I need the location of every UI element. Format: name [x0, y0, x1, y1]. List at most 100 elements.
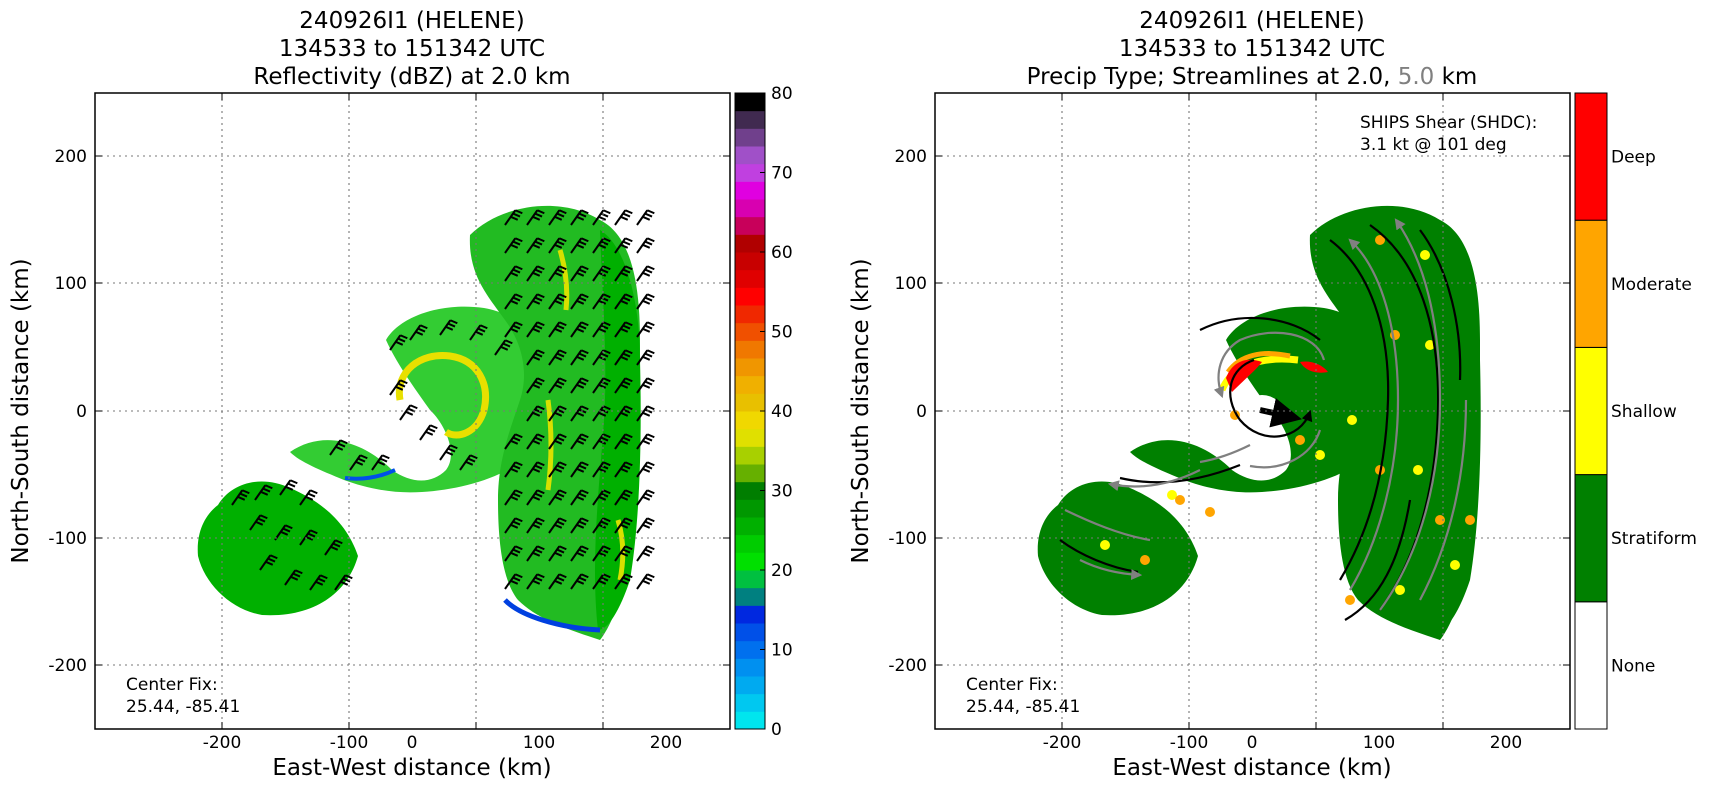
wind-barb-feather	[642, 411, 651, 417]
wind-barb-feather	[292, 572, 301, 578]
wind-barb-feather	[257, 517, 266, 523]
wind-barb-feather	[642, 495, 651, 501]
wind-barb-feather	[514, 265, 523, 271]
wind-barb-feather	[512, 576, 521, 582]
wind-barb-feather	[598, 215, 607, 221]
colorbar-swatch	[735, 693, 765, 712]
wind-barb-feather	[576, 355, 585, 361]
colorbar-swatch	[735, 163, 765, 182]
wind-barb-feather	[554, 215, 563, 221]
wind-barb-feather	[536, 405, 545, 411]
wind-barb-feather	[267, 557, 276, 563]
wind-barb-feather	[602, 405, 611, 411]
wind-barb-feather	[576, 327, 585, 333]
wind-barb-feather	[510, 523, 519, 529]
wind-barb-feather	[620, 579, 629, 585]
wind-barb-feather	[624, 461, 633, 467]
wind-barb-feather	[417, 327, 426, 333]
colorbar-swatch	[735, 322, 765, 341]
wind-barb-feather	[624, 293, 633, 299]
wind-barb-feather	[309, 489, 318, 495]
wind-barb-feather	[534, 380, 543, 386]
wind-barb-feather	[622, 240, 631, 246]
wind-barb-feather	[467, 457, 476, 463]
right-xtick-label: 100	[1363, 733, 1395, 753]
convective-cell	[1425, 340, 1435, 350]
convective-cell	[1413, 465, 1423, 475]
right-xtick-label: 0	[1247, 733, 1258, 753]
wind-barb-feather	[415, 330, 424, 336]
wind-barb-feather	[598, 271, 607, 277]
left-center-fix-label: Center Fix:	[126, 675, 218, 695]
wind-barb-feather	[342, 577, 351, 583]
colorbar-swatch	[735, 411, 765, 430]
right-tick-marks	[935, 93, 1570, 729]
left-ytick-label: 200	[55, 147, 87, 167]
wind-barb-feather	[602, 265, 611, 271]
wind-barb-feather	[600, 212, 609, 218]
wind-barb-feather	[580, 405, 589, 411]
wind-barb-feather	[602, 545, 611, 551]
wind-barb-feather	[445, 450, 454, 456]
wind-barb-feather	[646, 489, 655, 495]
wind-barb-feather	[556, 324, 565, 330]
precip-type-label-none: None	[1611, 656, 1655, 676]
wind-barb-feather	[554, 467, 563, 473]
colorbar-tick-label: 0	[771, 720, 782, 740]
convective-cell	[1395, 585, 1405, 595]
streamline-black	[1329, 239, 1390, 581]
left-grid	[95, 93, 730, 729]
wind-barb-feather	[419, 324, 428, 330]
wind-barb-feather	[622, 436, 631, 442]
wind-barb-feather	[510, 551, 519, 557]
wind-barb-feather	[512, 520, 521, 526]
wind-barb-feather	[554, 355, 563, 361]
wind-barb-feather	[532, 467, 541, 473]
left-wind-barbs	[231, 209, 655, 591]
wind-barb-feather	[512, 548, 521, 554]
convective-cell	[1375, 235, 1385, 245]
wind-barb-feather	[269, 554, 278, 560]
right-grid	[935, 93, 1570, 729]
wind-barb-feather	[536, 433, 545, 439]
left-x-axis-label: East-West distance (km)	[272, 755, 551, 781]
wind-barb-feather	[305, 535, 314, 541]
wind-barb-feather	[510, 215, 519, 221]
wind-barb-feather	[558, 237, 567, 243]
wind-barb-feather	[510, 579, 519, 585]
wind-barb-feather	[510, 495, 519, 501]
convective-cell	[1435, 515, 1445, 525]
wind-barb-feather	[532, 271, 541, 277]
left-ytick-label: -200	[48, 656, 87, 676]
colorbar-swatch	[735, 428, 765, 447]
colorbar-swatch	[735, 93, 765, 112]
wind-barb-feather	[558, 461, 567, 467]
wind-barb-feather	[558, 377, 567, 383]
wind-barb-feather	[576, 495, 585, 501]
wind-barb-feather	[580, 377, 589, 383]
wind-barb-feather	[600, 352, 609, 358]
wind-barb-feather	[620, 243, 629, 249]
wind-barb-feather	[287, 482, 296, 488]
wind-barb-feather	[646, 377, 655, 383]
wind-barb-feather	[556, 352, 565, 358]
colorbar-tick-label: 80	[771, 84, 793, 104]
wind-barb-feather	[556, 268, 565, 274]
wind-barb-feather	[578, 576, 587, 582]
precip-type-label-deep: Deep	[1611, 148, 1656, 168]
wind-barb-feather	[602, 461, 611, 467]
wind-barb-feather	[600, 324, 609, 330]
wind-barb-feather	[646, 573, 655, 579]
wind-barb-feather	[600, 436, 609, 442]
wind-barb-feather	[644, 548, 653, 554]
wind-barb-feather	[602, 489, 611, 495]
wind-barb-feather	[262, 487, 271, 493]
left-y-axis-label: North-South distance (km)	[8, 258, 34, 563]
wind-barb-feather	[556, 464, 565, 470]
wind-barb-feather	[556, 492, 565, 498]
right-ytick-label: -200	[888, 656, 927, 676]
wind-barb-feather	[379, 457, 388, 463]
wind-barb-feather	[622, 268, 631, 274]
wind-barb-feather	[532, 523, 541, 529]
right-streamlines-5km	[1064, 218, 1468, 611]
